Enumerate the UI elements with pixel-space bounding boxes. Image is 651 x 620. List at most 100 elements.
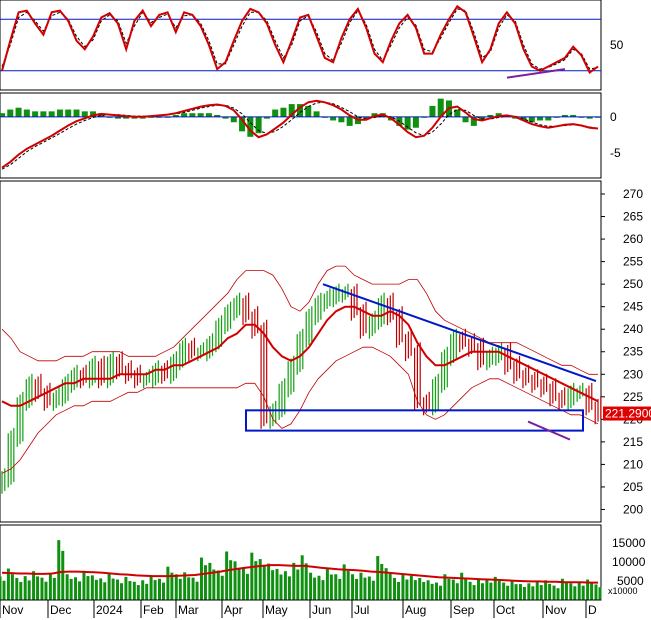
date-axis-label: Jun xyxy=(312,603,331,617)
macd-histogram-bar xyxy=(330,116,337,121)
price-moving-average xyxy=(1,305,599,407)
macd-histogram-bar xyxy=(56,109,63,117)
macd-histogram-bar xyxy=(81,111,88,117)
price-tick-label: 210 xyxy=(623,457,643,471)
macd-histogram-bar xyxy=(363,116,370,119)
volume-multiplier-label: x10000 xyxy=(608,586,638,596)
price-tick-label: 230 xyxy=(623,367,643,381)
descending-trendline xyxy=(322,283,597,382)
macd-histogram-bar xyxy=(263,116,270,119)
price-tick-label: 235 xyxy=(623,345,643,359)
macd-line xyxy=(1,99,599,169)
macd-histogram-bar xyxy=(181,113,188,117)
volume-bars xyxy=(0,540,602,600)
price-tick-label: 270 xyxy=(623,187,643,201)
macd-histogram-bar xyxy=(528,116,535,123)
date-axis-label: D xyxy=(588,603,597,617)
macd-histogram-bar xyxy=(297,104,303,117)
macd-histogram-bar xyxy=(437,98,444,117)
oscillator-panel: 50 xyxy=(0,0,624,91)
macd-histogram-bar xyxy=(7,109,14,117)
price-tick-label: 265 xyxy=(623,210,643,224)
macd-histogram-bar xyxy=(73,109,80,117)
oscillator-divergence-line xyxy=(506,68,566,79)
volume-tick-label: 15000 xyxy=(612,536,646,550)
oscillator-d-line xyxy=(1,8,599,70)
price-tick-label: 240 xyxy=(623,322,643,336)
macd-histogram-bar xyxy=(570,115,577,117)
last-price-flag: 221.2900 xyxy=(603,406,651,421)
oscillator-frame xyxy=(0,0,602,91)
macd-histogram-bar xyxy=(404,116,411,130)
price-tick-label: 260 xyxy=(623,232,643,246)
macd-histogram-bar xyxy=(454,109,461,117)
price-tick-label: 245 xyxy=(623,300,643,314)
macd-histogram-bar xyxy=(338,116,345,123)
macd-tick-label: 0 xyxy=(610,110,617,124)
price-tick-label: 250 xyxy=(623,277,643,291)
macd-histogram-bar xyxy=(272,109,279,117)
macd-histogram-bar xyxy=(346,116,353,126)
last-price-label: 221.2900 xyxy=(605,407,651,421)
macd-histogram-bar xyxy=(288,104,295,117)
macd-histogram-bar xyxy=(545,116,552,121)
macd-histogram-bar xyxy=(230,116,237,123)
macd-histogram-bar xyxy=(561,115,568,117)
macd-histogram-bar xyxy=(114,116,121,119)
macd-histogram-bar xyxy=(65,109,72,117)
macd-histogram-bar xyxy=(172,115,179,117)
price-divergence-line xyxy=(527,420,571,441)
macd-histogram-bar xyxy=(48,111,55,117)
macd-histogram-bar xyxy=(32,111,39,117)
date-axis-label: Aug xyxy=(405,603,426,617)
macd-histogram-bar xyxy=(214,115,221,117)
macd-histogram-bar xyxy=(280,107,287,117)
date-axis-label: Nov xyxy=(2,603,23,617)
oscillator-k-line xyxy=(1,4,599,75)
macd-histogram-bar xyxy=(586,116,593,119)
macd-histogram-bar xyxy=(255,116,262,134)
price-tick-label: 200 xyxy=(623,502,643,516)
bollinger-upper-band xyxy=(1,265,598,375)
volume-moving-average xyxy=(1,564,598,584)
date-axis-label: Oct xyxy=(496,603,515,617)
date-axis-label: Jul xyxy=(354,603,369,617)
macd-histogram-bar xyxy=(462,116,469,123)
macd-histogram-bar xyxy=(537,116,544,121)
date-axis-label: May xyxy=(265,603,288,617)
price-panel: 2702652602552502452402352302252202152102… xyxy=(0,180,651,523)
price-tick-label: 255 xyxy=(623,255,643,269)
macd-histogram-bar xyxy=(429,105,436,117)
macd-histogram-bar xyxy=(15,107,22,117)
macd-tick-label: -5 xyxy=(610,146,621,160)
date-axis-label: Nov xyxy=(545,603,566,617)
price-bars xyxy=(1,283,602,494)
macd-histogram-bar xyxy=(305,105,312,117)
support-zone-box xyxy=(245,409,584,432)
macd-histogram-bar xyxy=(40,111,47,117)
macd-histogram-bar xyxy=(487,115,494,117)
macd-histogram-bar xyxy=(189,113,196,117)
macd-signal-line xyxy=(1,101,599,170)
macd-histogram-bar xyxy=(98,113,105,117)
oscillator-tick-label: 50 xyxy=(610,38,624,52)
date-axis-label: Mar xyxy=(178,603,199,617)
macd-histogram-bar xyxy=(23,109,30,117)
macd-histogram-bar xyxy=(313,111,320,117)
date-axis-label: Sep xyxy=(453,603,475,617)
volume-panel: 15000 10000 5000 x10000 xyxy=(0,524,646,601)
macd-histogram-bar xyxy=(247,116,254,137)
macd-frame xyxy=(0,92,602,179)
last-price-marker xyxy=(603,406,651,421)
date-axis-label: Feb xyxy=(143,603,164,617)
macd-histogram-bar xyxy=(371,113,378,117)
date-axis: Nov Dec 2024 Feb Mar Apr May Jun Jul Aug Sep Oct Nov… xyxy=(0,599,601,618)
macd-histogram-bar xyxy=(90,111,97,117)
macd-histogram-bar xyxy=(239,116,246,132)
price-tick-label: 205 xyxy=(623,480,643,494)
price-tick-label: 215 xyxy=(623,435,643,449)
macd-histogram xyxy=(0,98,601,137)
date-axis-label: 2024 xyxy=(96,603,123,617)
macd-histogram-bar xyxy=(470,116,477,126)
